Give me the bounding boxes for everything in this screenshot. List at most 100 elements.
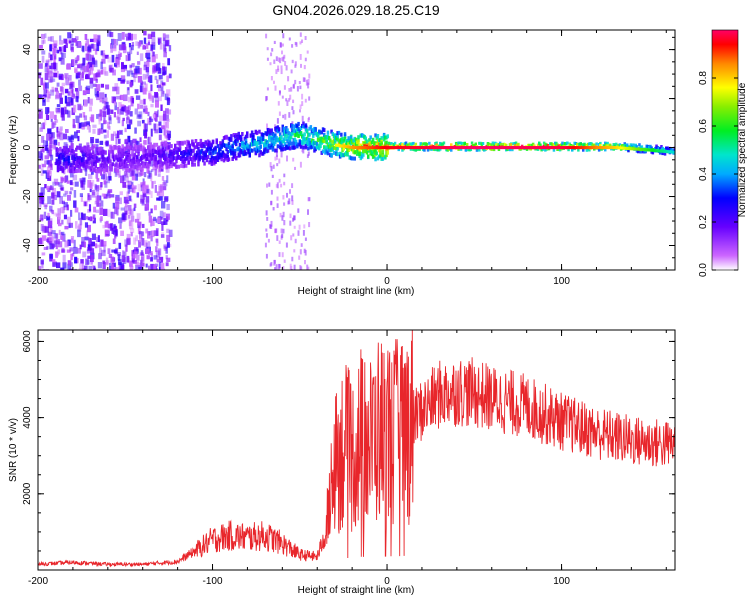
noise-cell (79, 217, 83, 226)
noise-cell (153, 216, 157, 222)
noise-cell (104, 54, 109, 59)
ridge-core-cell (572, 146, 575, 150)
noise-cell (306, 50, 309, 54)
noise-cell (114, 206, 118, 215)
noise-cell (51, 199, 55, 205)
ridge-cell (261, 137, 265, 142)
ridge-cell (638, 143, 641, 147)
noise-cell (135, 65, 140, 74)
ridge-core-cell (586, 146, 588, 150)
ridge-cell (246, 134, 249, 139)
noise-cell (112, 43, 117, 52)
noise-cell (286, 192, 288, 198)
ridge-core-cell (630, 147, 632, 151)
noise-cell (74, 256, 78, 264)
ridge-cell (385, 153, 388, 158)
ridge-cell (357, 135, 360, 140)
noise-cell (113, 112, 116, 118)
ridge-cell (148, 159, 151, 164)
ridge-core-cell (563, 146, 565, 150)
spectrogram-ytick-label: -20 (22, 189, 33, 204)
noise-cell (74, 268, 77, 270)
noise-cell (77, 229, 81, 238)
noise-cell (128, 220, 132, 227)
noise-cell (293, 264, 296, 270)
ridge-cell (297, 142, 300, 147)
ridge-cell (134, 149, 138, 154)
noise-cell (81, 262, 85, 270)
ridge-cell (398, 143, 402, 147)
noise-cell (165, 213, 170, 220)
ridge-core-cell (606, 146, 608, 150)
noise-cell (273, 59, 276, 64)
ridge-core-cell (612, 146, 614, 150)
noise-cell (95, 185, 100, 192)
noise-cell (289, 263, 292, 270)
noise-cell (278, 240, 281, 244)
noise-cell (133, 203, 137, 208)
noise-cell (166, 204, 170, 211)
noise-cell (73, 104, 77, 113)
noise-cell (288, 112, 291, 118)
ridge-cell (334, 141, 337, 146)
ridge-cell (75, 153, 78, 158)
ridge-cell (139, 147, 143, 152)
ridge-cell (275, 128, 278, 133)
noise-cell (282, 266, 285, 270)
ridge-cell (237, 131, 240, 136)
noise-cell (122, 78, 126, 83)
ridge-cell (332, 150, 336, 155)
ridge-core-cell (609, 146, 612, 150)
noise-cell (112, 214, 115, 219)
ridge-cell (99, 151, 102, 156)
ridge-cell (178, 141, 182, 145)
ridge-core-cell (381, 146, 384, 150)
noise-cell (119, 191, 123, 196)
ridge-core-cell (417, 146, 420, 150)
noise-cell (148, 231, 152, 236)
noise-cell (118, 44, 123, 51)
noise-cell (117, 33, 122, 41)
noise-cell (294, 166, 296, 170)
ridge-core-cell (495, 146, 497, 150)
noise-cell (98, 253, 102, 260)
ridge-cell (250, 148, 254, 153)
ridge-core-cell (580, 146, 583, 150)
ridge-core-cell (463, 146, 465, 150)
noise-cell (148, 173, 152, 179)
noise-cell (117, 113, 121, 121)
noise-cell (87, 217, 90, 221)
ridge-cell (260, 140, 264, 145)
ridge-cell (94, 155, 97, 160)
ridge-cell (200, 144, 204, 149)
noise-cell (160, 90, 165, 97)
ridge-cell (288, 146, 292, 151)
noise-cell (90, 114, 95, 123)
noise-cell (69, 151, 75, 156)
noise-cell (156, 241, 159, 247)
ridge-core-cell (625, 146, 627, 150)
ridge-core-cell (629, 147, 632, 151)
noise-cell (144, 123, 148, 132)
noise-cell (144, 83, 148, 92)
ridge-cell (111, 162, 115, 167)
noise-cell (87, 224, 91, 233)
noise-cell (147, 76, 151, 83)
ridge-cell (265, 131, 269, 136)
ridge-core-cell (456, 146, 458, 150)
ridge-cell (224, 154, 227, 159)
noise-cell (78, 42, 82, 47)
ridge-core-cell (483, 146, 486, 150)
ridge-core-cell (340, 144, 343, 148)
noise-cell (158, 74, 163, 80)
ridge-cell (210, 161, 214, 166)
noise-cell (63, 45, 67, 53)
ridge-cell (235, 133, 238, 138)
ridge-cell (280, 135, 283, 140)
noise-cell (100, 50, 104, 56)
ridge-core-cell (553, 146, 556, 150)
ridge-cell (172, 156, 176, 161)
ridge-core-cell (613, 146, 616, 150)
noise-cell (61, 247, 65, 253)
noise-cell (126, 117, 130, 124)
